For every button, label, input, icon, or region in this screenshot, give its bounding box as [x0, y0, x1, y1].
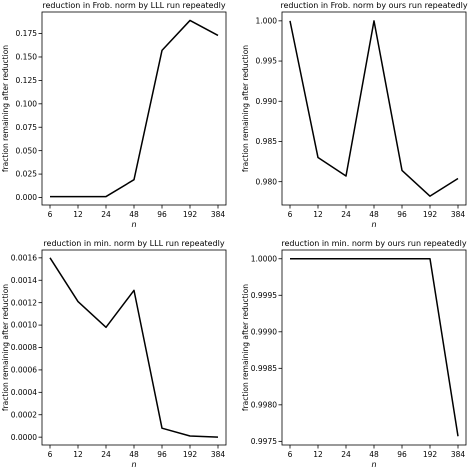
x-tick-label: 48: [129, 210, 139, 219]
series-line: [290, 258, 459, 437]
y-tick-label: 0.050: [16, 146, 38, 155]
x-tick-label: 6: [288, 450, 293, 459]
y-tick-label: 0.980: [256, 177, 278, 186]
y-axis-label: fraction remaining after reduction: [1, 45, 10, 172]
x-tick-label: 96: [157, 210, 167, 219]
y-tick-label: 0.100: [16, 99, 38, 108]
x-tick-label: 48: [369, 210, 379, 219]
chart-title: reduction in min. norm by ours run repea…: [281, 239, 466, 248]
x-tick-label: 96: [397, 450, 407, 459]
chart-title: reduction in Frob. norm by ours run repe…: [280, 1, 468, 10]
x-tick-label: 24: [341, 450, 351, 459]
y-tick-label: 0.175: [16, 29, 38, 38]
chart-title: reduction in Frob. norm by LLL run repea…: [42, 1, 225, 10]
x-tick-label: 24: [101, 450, 111, 459]
y-axis-label: fraction remaining after reduction: [1, 284, 10, 411]
y-tick-label: 0.125: [16, 76, 38, 85]
x-tick-label: 6: [288, 210, 293, 219]
y-tick-label: 0.995: [256, 57, 278, 66]
x-tick-label: 384: [451, 450, 466, 459]
chart-panel-1: reduction in Frob. norm by LLL run repea…: [1, 1, 227, 229]
y-tick-label: 0.0002: [11, 410, 37, 419]
y-tick-label: 0.9990: [251, 327, 277, 336]
y-tick-label: 0.0006: [11, 366, 37, 375]
y-tick-label: 0.0016: [11, 253, 37, 262]
y-tick-label: 0.025: [16, 170, 38, 179]
y-tick-label: 0.0010: [11, 321, 37, 330]
y-tick-label: 0.985: [256, 137, 278, 146]
y-axis-label: fraction remaining after reduction: [241, 284, 250, 411]
x-tick-label: 12: [73, 210, 83, 219]
x-tick-label: 24: [101, 210, 111, 219]
x-tick-label: 384: [451, 210, 466, 219]
chart-panel-2: reduction in Frob. norm by ours run repe…: [241, 1, 468, 229]
y-tick-label: 0.0000: [11, 433, 37, 442]
y-tick-label: 1.000: [256, 16, 278, 25]
x-tick-label: 192: [423, 450, 438, 459]
y-tick-label: 0.9995: [251, 291, 277, 300]
x-tick-label: 192: [423, 210, 438, 219]
x-tick-label: 48: [129, 450, 139, 459]
x-axis-label: n: [131, 460, 136, 468]
y-tick-label: 0.150: [16, 53, 38, 62]
plot-frame: [281, 11, 467, 206]
x-tick-label: 384: [211, 210, 226, 219]
x-tick-label: 6: [48, 450, 53, 459]
x-tick-label: 192: [183, 450, 198, 459]
y-tick-label: 0.0014: [11, 276, 37, 285]
chart-title: reduction in min. norm by LLL run repeat…: [43, 239, 224, 248]
y-tick-label: 0.000: [16, 193, 38, 202]
y-tick-label: 0.0004: [11, 388, 37, 397]
y-tick-label: 0.0008: [11, 343, 37, 352]
plot-frame: [281, 249, 467, 446]
y-tick-label: 0.990: [256, 97, 278, 106]
chart-panel-3: reduction in min. norm by LLL run repeat…: [1, 239, 227, 468]
x-tick-label: 12: [313, 450, 323, 459]
series-line: [50, 19, 219, 198]
y-tick-label: 0.075: [16, 123, 38, 132]
x-tick-label: 384: [211, 450, 226, 459]
x-tick-label: 96: [397, 210, 407, 219]
y-tick-label: 0.9975: [251, 437, 277, 446]
x-tick-label: 192: [183, 210, 198, 219]
y-tick-label: 1.0000: [251, 254, 277, 263]
x-tick-label: 48: [369, 450, 379, 459]
x-tick-label: 12: [73, 450, 83, 459]
y-axis-label: fraction remaining after reduction: [241, 45, 250, 172]
series-line: [289, 20, 459, 197]
plot-frame: [41, 249, 227, 446]
x-tick-label: 96: [157, 450, 167, 459]
series-line: [49, 257, 219, 438]
x-axis-label: n: [371, 220, 376, 229]
x-tick-label: 24: [341, 210, 351, 219]
y-tick-label: 0.9985: [251, 364, 277, 373]
chart-panel-4: reduction in min. norm by ours run repea…: [241, 239, 467, 468]
x-tick-label: 6: [48, 210, 53, 219]
plot-frame: [41, 11, 227, 206]
y-tick-label: 0.9980: [251, 400, 277, 409]
y-tick-label: 0.0012: [11, 298, 37, 307]
x-axis-label: n: [371, 460, 376, 468]
x-axis-label: n: [131, 220, 136, 229]
x-tick-label: 12: [313, 210, 323, 219]
